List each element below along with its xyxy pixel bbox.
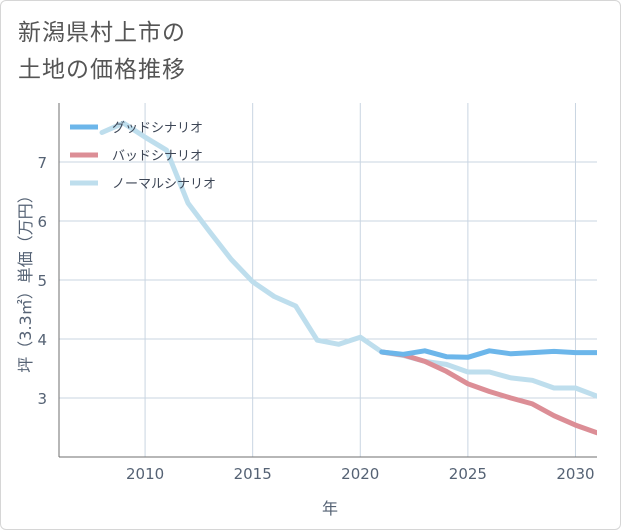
legend-label-0: グッドシナリオ — [112, 121, 203, 136]
x-axis-label: 年 — [322, 499, 338, 518]
y-tick-label-4: 4 — [37, 331, 47, 349]
series-line-1 — [379, 349, 597, 436]
series-line-0 — [379, 348, 597, 360]
legend-label-2: ノーマルシナリオ — [112, 177, 216, 192]
title-line-1: 新潟県村上市の — [18, 20, 186, 46]
series-line-2 — [99, 120, 597, 399]
x-tick-label-2030: 2030 — [556, 465, 594, 483]
y-axis-label: 坪（3.3㎡）単価（万円） — [16, 187, 35, 372]
y-tick-label-5: 5 — [37, 272, 47, 290]
x-tick-label-2010: 2010 — [126, 465, 164, 483]
x-tick-label-2020: 2020 — [341, 465, 379, 483]
y-tick-label-6: 6 — [37, 213, 47, 231]
legend-label-1: バッドシナリオ — [112, 149, 203, 164]
x-tick-label-2025: 2025 — [449, 465, 487, 483]
title-line-2: 土地の価格推移 — [18, 57, 186, 83]
y-tick-label-7: 7 — [37, 154, 47, 172]
y-tick-label-3: 3 — [37, 390, 47, 408]
x-tick-label-2015: 2015 — [234, 465, 272, 483]
chart-title: 新潟県村上市の 土地の価格推移 — [18, 15, 186, 89]
